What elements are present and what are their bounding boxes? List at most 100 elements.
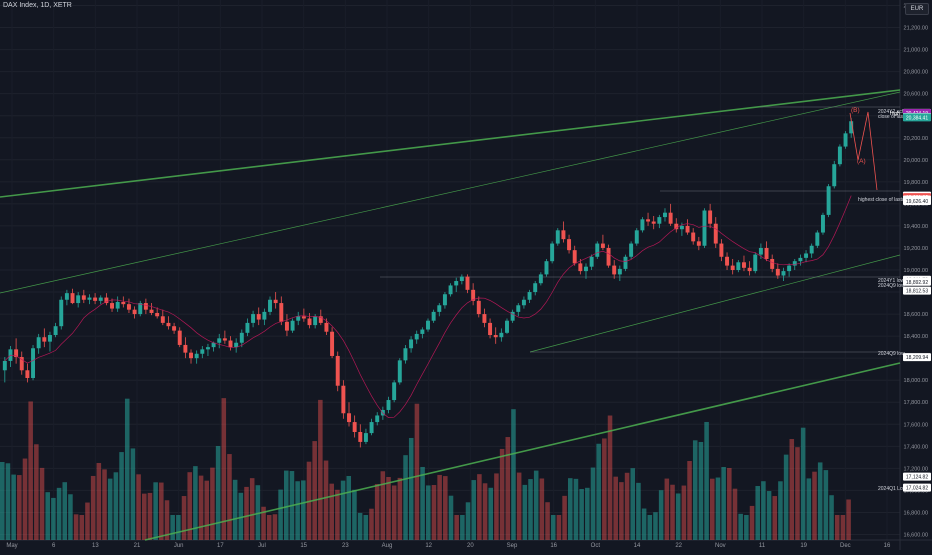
volume-bar [187,472,192,540]
date-tick-label: 21 [134,543,141,549]
volume-bar [363,515,369,540]
volume-bar [579,489,584,540]
candle-body [837,146,842,165]
annotation-label: 2024Q9 low [878,351,905,357]
price-label: 17,024.82 [906,486,928,492]
volume-bar [352,489,357,540]
candle-body [510,311,515,321]
candle-body [787,265,792,272]
volume-bar [215,445,221,540]
volume-bar [692,440,698,540]
candle-body [36,337,41,349]
candle-body [177,330,182,345]
volume-bar [488,487,494,540]
volume-bar [636,482,641,540]
candle-body [87,297,92,300]
volume-bar [454,515,459,540]
candle-body [713,223,718,244]
candle-body [781,271,786,276]
candle-body [296,316,301,321]
candle-body [708,210,713,224]
volume-bar [460,515,465,540]
price-tick-label: 19,200.00 [904,246,928,252]
annotation-label: close of last week [878,114,918,120]
volume-bar [675,493,681,540]
price-tick-label: 18,000.00 [904,378,928,384]
volume-bar [164,500,170,540]
volume-bar [181,496,187,540]
volume-bar [647,515,653,540]
candle-body [668,212,673,224]
candle-body [403,348,408,361]
volume-bar [346,475,352,540]
volume-bar [357,512,363,540]
price-tick-label: 21,200.00 [904,26,928,32]
volume-bar [374,484,380,540]
price-label-box [903,353,931,362]
candle-body [93,297,98,301]
candle-body [2,360,7,371]
volume-bar [619,482,624,540]
volume-bar [482,483,488,540]
volume-bar [295,481,300,540]
candle-body [606,247,611,266]
volume-bar [266,515,272,540]
candle-body [426,320,430,330]
price-tick-label: 17,600.00 [904,422,928,428]
candle-body [279,303,284,322]
date-tick-label: Oct [591,543,601,549]
volume-bar [778,481,783,540]
volume-bar [34,444,39,540]
volume-bar [511,409,516,540]
candle-body [442,294,447,306]
volume-bar [119,452,124,540]
candle-body [47,335,52,342]
volume-bar [45,492,50,540]
volume-bar [193,466,198,540]
price-tick-label: 20,800.00 [904,70,928,76]
candle-body [160,316,165,323]
candle-body [696,241,701,246]
volume-bar [766,491,772,540]
candle-body [493,335,498,338]
volume-bar [846,499,851,540]
volume-bar [221,398,227,540]
candle-body [245,322,250,333]
candle-body [172,326,177,331]
candle-body [98,297,103,301]
volume-bar [817,462,823,540]
price-tick-label: 16,600.00 [904,532,928,538]
volume-bar [170,515,175,540]
volume-bar [744,515,749,540]
volume-bar [397,477,403,540]
candle-body [234,342,239,348]
volume-bar [39,467,45,540]
currency-button[interactable]: EUR [905,3,929,15]
volume-bar [73,514,79,540]
date-tick-label: Nov [715,543,726,549]
candle-body [256,314,261,320]
volume-bar [721,466,726,540]
volume-bar [738,513,743,540]
candle-body [753,254,758,272]
volume-bar [772,496,778,540]
candle-body [341,385,346,414]
candle-body [736,262,741,270]
volume-bar [687,461,692,540]
volume-bar [795,447,800,540]
volume-bar [227,454,232,540]
volume-bar [641,508,647,540]
volume-bar [124,398,130,540]
price-label-box [903,277,931,286]
volume-bar [11,474,16,540]
candle-body [330,331,335,356]
volume-bar [198,475,204,540]
volume-bar [681,485,687,540]
candle-body [832,164,837,187]
candle-body [488,322,493,336]
candle-body [284,321,289,331]
candle-body [392,382,397,401]
volume-bar [96,462,102,540]
